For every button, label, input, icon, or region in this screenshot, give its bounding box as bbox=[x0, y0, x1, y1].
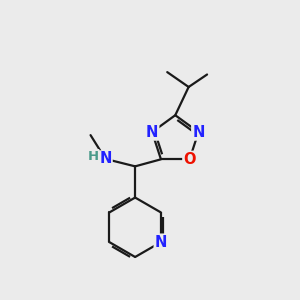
Text: N: N bbox=[99, 152, 112, 166]
Text: N: N bbox=[192, 124, 205, 140]
Text: N: N bbox=[155, 235, 167, 250]
Text: H: H bbox=[87, 150, 98, 163]
Text: N: N bbox=[146, 124, 158, 140]
Text: O: O bbox=[183, 152, 196, 167]
